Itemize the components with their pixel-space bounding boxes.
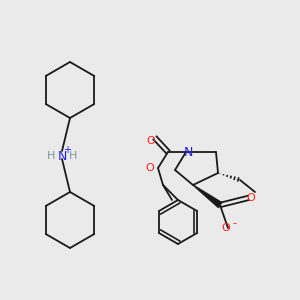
Text: O: O — [247, 193, 255, 203]
Polygon shape — [193, 185, 222, 207]
Text: O: O — [146, 163, 154, 173]
Text: +: + — [63, 145, 71, 155]
Text: O: O — [147, 136, 155, 146]
Text: N: N — [57, 150, 67, 163]
Text: H: H — [47, 151, 55, 161]
Text: -: - — [232, 218, 236, 228]
Text: N: N — [183, 146, 193, 159]
Text: H: H — [69, 151, 77, 161]
Text: O: O — [222, 223, 230, 233]
